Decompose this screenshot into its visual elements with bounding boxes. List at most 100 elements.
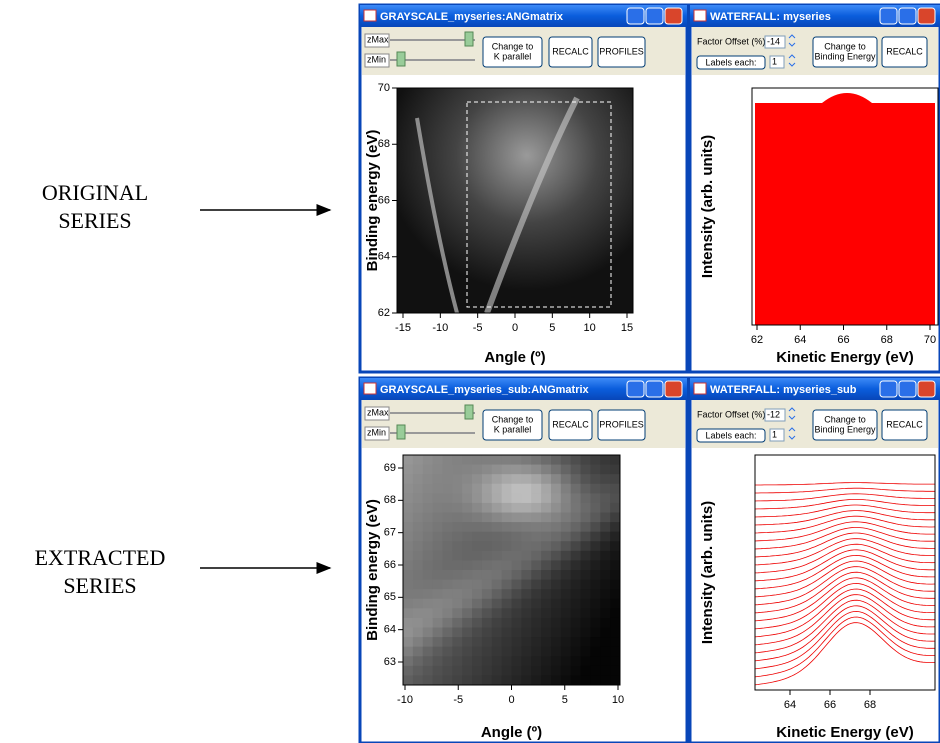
pixel bbox=[541, 560, 551, 570]
pixel bbox=[521, 608, 531, 618]
pixel bbox=[492, 637, 502, 647]
pixel bbox=[531, 551, 541, 561]
pixel bbox=[423, 647, 433, 657]
slider-label: zMax bbox=[367, 34, 389, 44]
pixel bbox=[423, 628, 433, 638]
pixel bbox=[442, 580, 452, 590]
maximize-button[interactable] bbox=[899, 381, 916, 397]
pixel bbox=[472, 656, 482, 666]
pixel bbox=[521, 474, 531, 484]
pixel bbox=[581, 608, 591, 618]
minimize-button[interactable] bbox=[880, 381, 897, 397]
pixel bbox=[403, 608, 413, 618]
pixel bbox=[581, 618, 591, 628]
pixel bbox=[521, 522, 531, 532]
maximize-button[interactable] bbox=[646, 381, 663, 397]
pixel bbox=[502, 675, 512, 685]
pixel bbox=[433, 484, 443, 494]
pixel bbox=[442, 513, 452, 523]
pixel bbox=[433, 580, 443, 590]
pixel bbox=[590, 532, 600, 542]
slider-thumb[interactable] bbox=[465, 32, 473, 46]
pixel bbox=[472, 532, 482, 542]
x-axis-label: Angle (º) bbox=[481, 724, 542, 741]
pixel bbox=[551, 608, 561, 618]
slider-label: zMin bbox=[367, 427, 386, 437]
pixel bbox=[571, 484, 581, 494]
minimize-button[interactable] bbox=[880, 8, 897, 24]
pixel bbox=[610, 637, 620, 647]
close-button[interactable] bbox=[918, 381, 935, 397]
slider-label: zMax bbox=[367, 407, 389, 417]
pixel bbox=[413, 513, 423, 523]
pixel bbox=[442, 608, 452, 618]
pixel bbox=[600, 656, 610, 666]
pixel bbox=[561, 551, 571, 561]
pixel bbox=[571, 666, 581, 676]
pixel bbox=[502, 465, 512, 475]
pixel bbox=[433, 647, 443, 657]
pixel bbox=[531, 666, 541, 676]
minimize-button[interactable] bbox=[627, 8, 644, 24]
pixel bbox=[433, 493, 443, 503]
pixel bbox=[531, 541, 541, 551]
pixel bbox=[610, 503, 620, 513]
pixel bbox=[413, 675, 423, 685]
pixel bbox=[610, 532, 620, 542]
button-label: Binding Energy bbox=[814, 424, 876, 434]
pixel bbox=[512, 656, 522, 666]
pixel bbox=[531, 599, 541, 609]
pixel bbox=[600, 675, 610, 685]
minimize-button[interactable] bbox=[627, 381, 644, 397]
pixel bbox=[462, 513, 472, 523]
pixel bbox=[413, 637, 423, 647]
pixel bbox=[590, 541, 600, 551]
pixel bbox=[581, 532, 591, 542]
pixel bbox=[472, 513, 482, 523]
window-title: GRAYSCALE_myseries_sub:ANGmatrix bbox=[380, 384, 590, 396]
pixel bbox=[462, 532, 472, 542]
pixel bbox=[462, 647, 472, 657]
slider-thumb[interactable] bbox=[397, 425, 405, 439]
pixel bbox=[541, 608, 551, 618]
window-icon bbox=[694, 10, 706, 21]
pixel bbox=[492, 551, 502, 561]
slider-label: zMin bbox=[367, 54, 386, 64]
pixel bbox=[433, 455, 443, 465]
close-button[interactable] bbox=[665, 381, 682, 397]
pixel bbox=[502, 580, 512, 590]
pixel bbox=[492, 666, 502, 676]
pixel bbox=[531, 513, 541, 523]
y-tick-label: 63 bbox=[384, 656, 396, 668]
pixel bbox=[571, 656, 581, 666]
pixel bbox=[403, 628, 413, 638]
pixel bbox=[610, 666, 620, 676]
pixel bbox=[512, 570, 522, 580]
pixel bbox=[590, 628, 600, 638]
pixel bbox=[403, 560, 413, 570]
pixel bbox=[413, 474, 423, 484]
pixel bbox=[561, 656, 571, 666]
pixel bbox=[462, 618, 472, 628]
pixel bbox=[581, 599, 591, 609]
close-button[interactable] bbox=[665, 8, 682, 24]
pixel bbox=[413, 465, 423, 475]
pixel bbox=[403, 647, 413, 657]
pixel bbox=[423, 503, 433, 513]
pixel bbox=[561, 599, 571, 609]
close-button[interactable] bbox=[918, 8, 935, 24]
pixel bbox=[610, 647, 620, 657]
pixel bbox=[551, 570, 561, 580]
pixel bbox=[531, 484, 541, 494]
window-title: WATERFALL: myseries_sub bbox=[710, 384, 857, 396]
maximize-button[interactable] bbox=[899, 8, 916, 24]
pixel bbox=[472, 541, 482, 551]
maximize-button[interactable] bbox=[646, 8, 663, 24]
x-tick-label: 64 bbox=[794, 334, 806, 346]
slider-thumb[interactable] bbox=[465, 405, 473, 419]
pixel bbox=[541, 666, 551, 676]
pixel bbox=[502, 522, 512, 532]
y-tick-label: 68 bbox=[384, 494, 396, 506]
button-label: Binding Energy bbox=[814, 51, 876, 61]
slider-thumb[interactable] bbox=[397, 52, 405, 66]
